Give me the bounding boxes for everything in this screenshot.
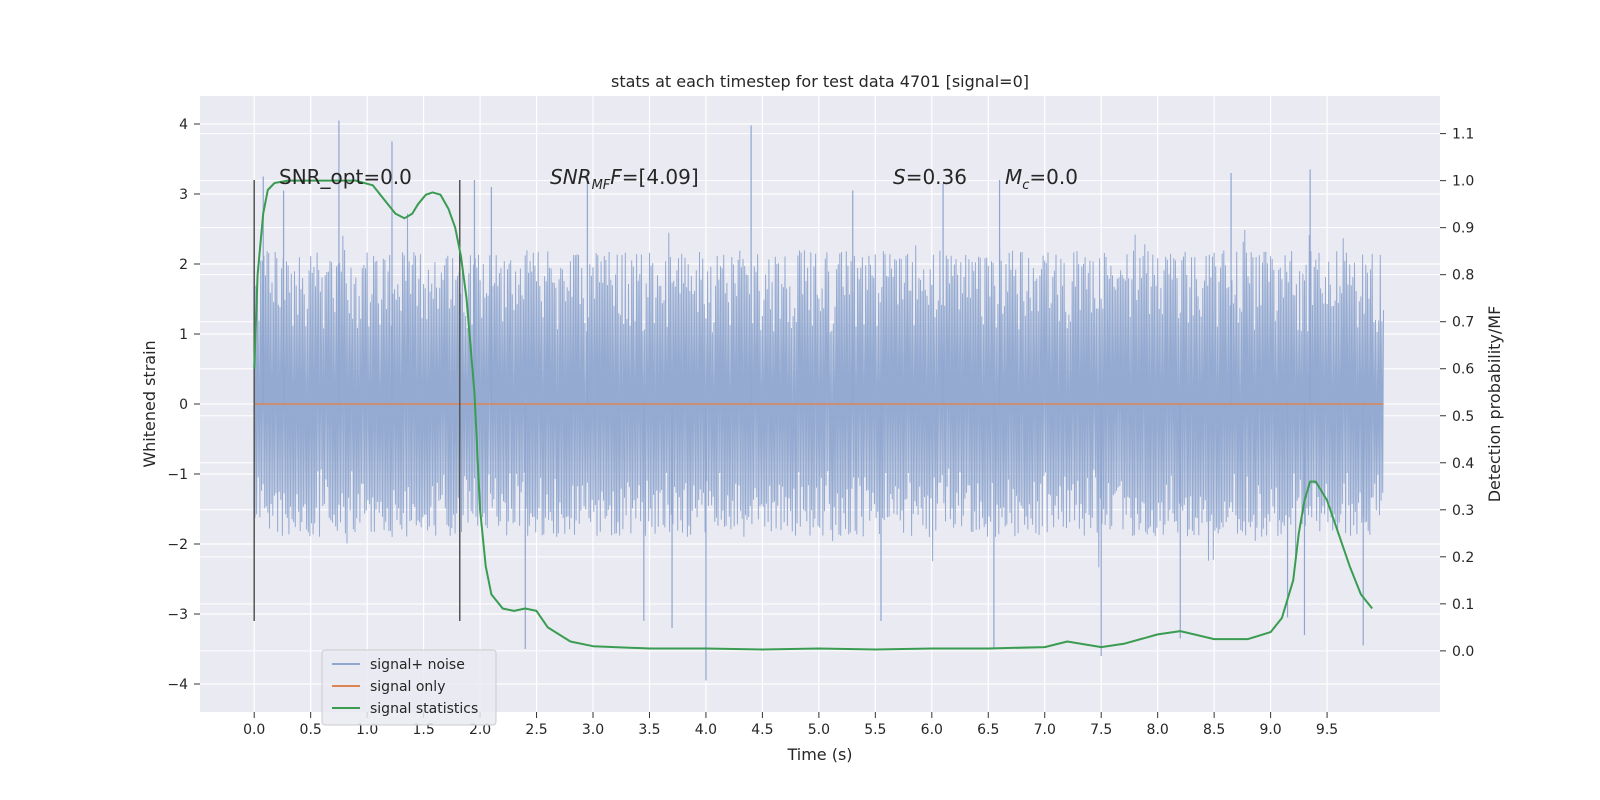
x-tick-label: 5.5: [864, 722, 886, 738]
y-right-tick-label: 0.7: [1452, 315, 1474, 331]
x-tick-label: 8.0: [1147, 722, 1169, 738]
x-tick-label: 4.0: [695, 722, 717, 738]
y-right-tick-label: 0.5: [1452, 409, 1474, 425]
chart-title: stats at each timestep for test data 470…: [611, 72, 1029, 91]
x-tick-label: 4.5: [751, 722, 773, 738]
y-tick-label: 0: [179, 397, 188, 413]
legend-box: [321, 649, 497, 726]
x-tick-label: 7.0: [1034, 722, 1056, 738]
y-tick-label: −3: [167, 607, 188, 623]
x-tick-label: 0.5: [300, 722, 322, 738]
y-right-tick-label: 0.0: [1452, 644, 1474, 660]
y-tick-label: −2: [167, 537, 188, 553]
signal-statistics-series: [253, 179, 1373, 651]
y-ticks: 4 3 2 1 0 −1 −2 −3 −4: [167, 117, 200, 693]
legend-label-noise: signal+ noise: [370, 657, 465, 673]
y-right-tick-label: 0.8: [1452, 268, 1474, 284]
y-right-tick-label: 0.9: [1452, 221, 1474, 237]
snr-mf-annotation: SNRMFF=[4.09]: [550, 165, 699, 193]
y-right-tick-label: 0.4: [1452, 456, 1474, 472]
y-tick-label: 1: [179, 327, 188, 343]
legend-label-statistics: signal statistics: [370, 701, 478, 717]
y-right-tick-label: 0.3: [1452, 503, 1474, 519]
y-ticks-right: 1.1 1.0 0.9 0.8 0.7 0.6 0.5 0.4 0.3 0.2 0.1 0.0: [1440, 127, 1474, 660]
y-tick-label: 4: [179, 117, 188, 133]
s-annotation: S=0.36: [893, 165, 967, 189]
x-tick-label: 1.5: [412, 722, 434, 738]
y-axis-right-label: Detection probability/MF: [1485, 306, 1504, 503]
statistics-line: [253, 179, 1373, 651]
x-axis-label: Time (s): [786, 745, 852, 764]
y-right-tick-label: 0.1: [1452, 597, 1474, 613]
legend: signal+ noise signal only signal statist…: [321, 649, 497, 726]
legend-label-signal-only: signal only: [370, 679, 445, 695]
x-tick-label: 2.5: [525, 722, 547, 738]
x-tick-label: 9.0: [1259, 722, 1281, 738]
noise-series: [253, 120, 1384, 681]
mc-annotation: Mc=0.0: [1005, 165, 1078, 193]
x-tick-label: 5.0: [808, 722, 830, 738]
x-tick-label: 2.0: [469, 722, 491, 738]
x-tick-label: 8.5: [1203, 722, 1225, 738]
x-tick-label: 9.5: [1316, 722, 1338, 738]
snr-opt-annotation: SNR_opt=0.0: [279, 165, 412, 189]
noise-trace: [253, 213, 1384, 568]
y-tick-label: 3: [179, 187, 188, 203]
x-tick-label: 6.0: [921, 722, 943, 738]
x-ticks: 0.0 0.5 1.0 1.5 2.0 2.5 3.0 3.5 4.0 4.5 5.0 5.5 6.0 6…: [243, 712, 1338, 738]
y-right-tick-label: 0.2: [1452, 550, 1474, 566]
y-right-tick-label: 1.1: [1452, 127, 1474, 143]
y-axis-label: Whitened strain: [140, 340, 159, 467]
x-tick-label: 7.5: [1090, 722, 1112, 738]
y-tick-label: −1: [167, 467, 188, 483]
y-right-tick-label: 0.6: [1452, 362, 1474, 378]
y-right-tick-label: 1.0: [1452, 174, 1474, 190]
x-tick-label: 1.0: [356, 722, 378, 738]
x-tick-label: 6.5: [977, 722, 999, 738]
y-tick-label: −4: [167, 677, 188, 693]
y-tick-label: 2: [179, 257, 188, 273]
x-tick-label: 3.0: [582, 722, 604, 738]
x-tick-label: 0.0: [243, 722, 265, 738]
x-tick-label: 3.5: [638, 722, 660, 738]
